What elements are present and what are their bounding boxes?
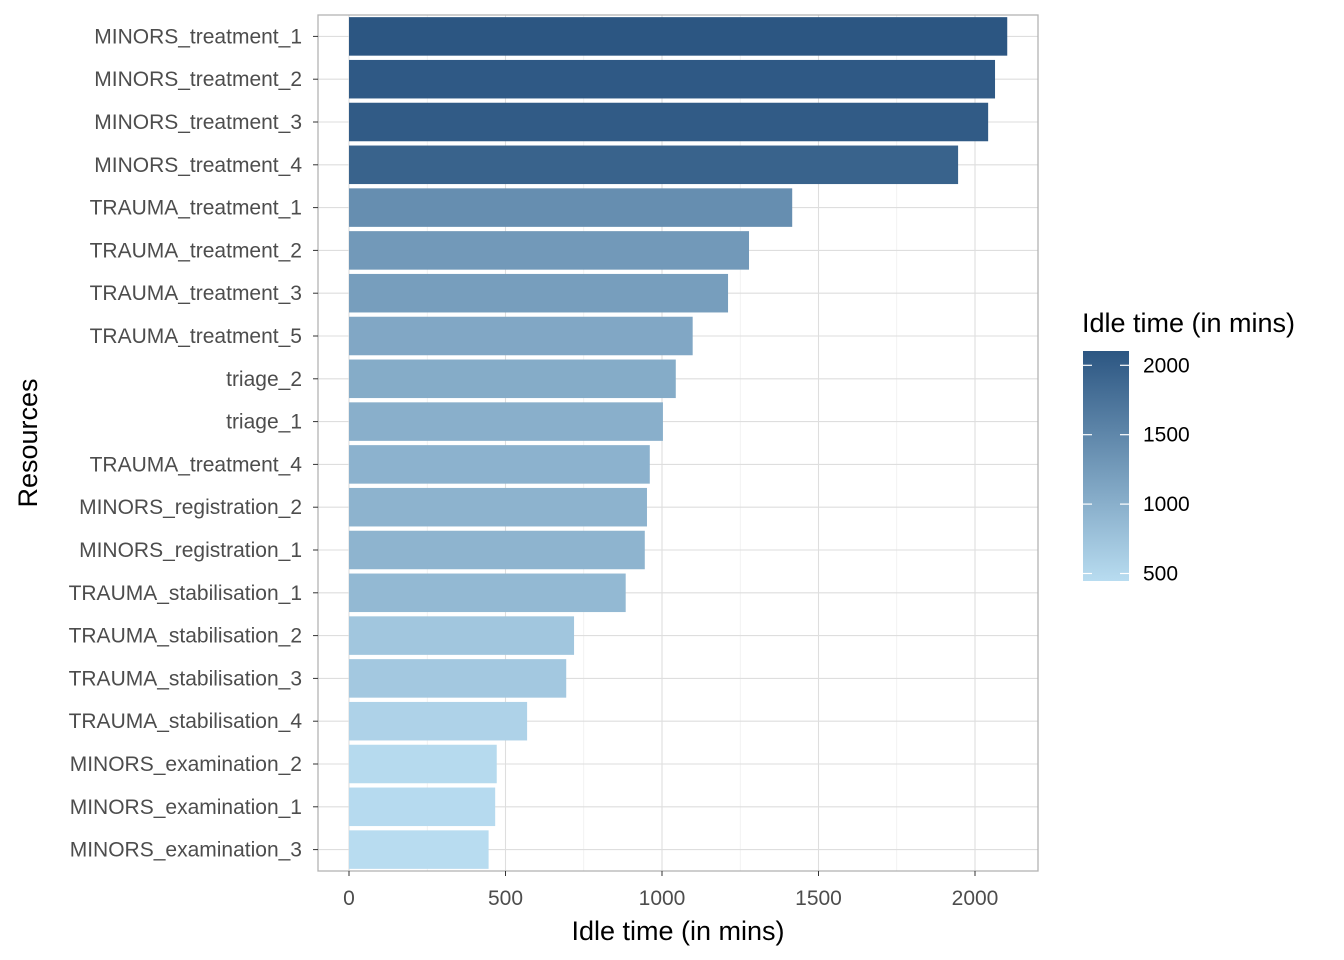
legend-tick-label: 1000 bbox=[1143, 493, 1190, 516]
x-tick-label: 1500 bbox=[795, 887, 842, 910]
bar bbox=[349, 102, 989, 142]
bar bbox=[349, 445, 650, 484]
x-tick-label: 2000 bbox=[952, 887, 999, 910]
colorbar-ticks: 500 1000 1500 2000 bbox=[1083, 354, 1190, 586]
y-tick-labels: MINORS_treatment_1 MINORS_treatment_2 MINO… bbox=[69, 25, 318, 862]
bar bbox=[349, 616, 575, 655]
bar bbox=[349, 145, 959, 185]
bar bbox=[349, 830, 489, 869]
y-axis-title: Resources bbox=[13, 378, 43, 507]
y-tick-label: MINORS_examination_3 bbox=[70, 839, 302, 862]
y-tick-label: TRAUMA_stabilisation_4 bbox=[69, 710, 303, 733]
bar bbox=[349, 188, 793, 227]
grid-lines bbox=[318, 15, 1038, 871]
bar bbox=[349, 744, 497, 784]
y-tick-label: TRAUMA_treatment_3 bbox=[90, 282, 302, 305]
x-tick-label: 500 bbox=[488, 887, 523, 910]
y-tick-label: TRAUMA_stabilisation_1 bbox=[69, 582, 302, 605]
x-tick-label: 0 bbox=[343, 887, 355, 910]
y-tick-label: MINORS_registration_1 bbox=[79, 539, 302, 562]
y-tick-label: triage_2 bbox=[226, 368, 302, 391]
y-tick-label: TRAUMA_treatment_2 bbox=[90, 239, 302, 262]
legend-tick-label: 500 bbox=[1143, 563, 1178, 586]
y-tick-label: triage_1 bbox=[226, 411, 302, 434]
color-legend: Idle time (in mins) 500 1000 1500 2000 bbox=[1082, 308, 1295, 586]
bar bbox=[349, 701, 528, 741]
bar bbox=[349, 316, 693, 356]
bar bbox=[349, 787, 496, 827]
colorbar bbox=[1083, 351, 1129, 581]
panel-border bbox=[317, 14, 1039, 872]
bars bbox=[349, 17, 1008, 869]
x-tick-label: 1000 bbox=[639, 887, 686, 910]
legend-tick-label: 1500 bbox=[1143, 424, 1190, 447]
y-tick-label: MINORS_treatment_3 bbox=[94, 111, 302, 134]
bar bbox=[349, 273, 729, 313]
y-tick-label: TRAUMA_treatment_5 bbox=[90, 325, 302, 348]
y-tick-label: TRAUMA_stabilisation_3 bbox=[69, 667, 302, 690]
y-tick-label: MINORS_examination_2 bbox=[70, 753, 302, 776]
bar bbox=[349, 659, 567, 698]
bar bbox=[349, 231, 750, 270]
legend-tick-label: 2000 bbox=[1143, 354, 1190, 377]
y-tick-label: MINORS_examination_1 bbox=[70, 796, 302, 819]
bar bbox=[349, 487, 647, 527]
y-tick-label: MINORS_treatment_4 bbox=[94, 154, 302, 177]
bar bbox=[349, 573, 626, 613]
y-tick-label: TRAUMA_treatment_1 bbox=[90, 197, 302, 220]
y-tick-label: TRAUMA_treatment_4 bbox=[90, 453, 303, 476]
y-tick-label: TRAUMA_stabilisation_2 bbox=[69, 625, 302, 648]
legend-title: Idle time (in mins) bbox=[1082, 308, 1295, 338]
bar bbox=[349, 402, 663, 441]
bar bbox=[349, 59, 996, 99]
y-tick-label: MINORS_treatment_1 bbox=[94, 25, 302, 48]
bar bbox=[349, 17, 1008, 56]
bar bbox=[349, 359, 676, 399]
bar bbox=[349, 530, 645, 570]
y-tick-label: MINORS_treatment_2 bbox=[94, 68, 302, 91]
y-tick-label: MINORS_registration_2 bbox=[79, 496, 302, 519]
x-axis-title: Idle time (in mins) bbox=[571, 916, 784, 946]
x-tick-labels: 0 500 1000 1500 2000 bbox=[343, 871, 998, 910]
